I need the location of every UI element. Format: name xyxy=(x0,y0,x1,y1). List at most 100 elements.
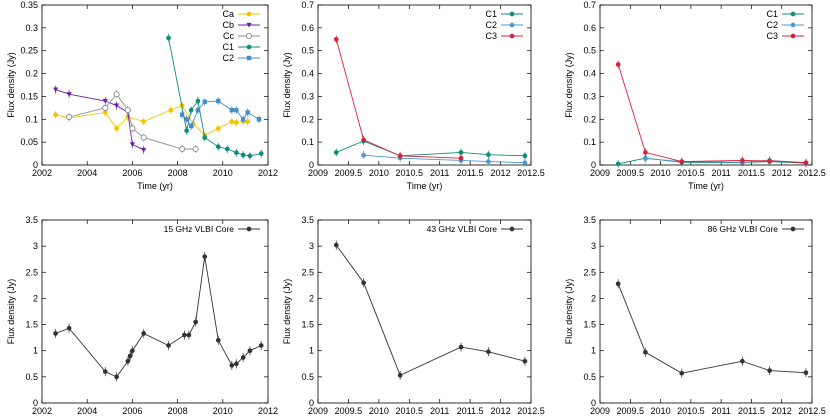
data-point xyxy=(215,144,221,150)
y-tick-label: 0.5 xyxy=(301,46,314,56)
data-point xyxy=(102,110,108,115)
series-c3 xyxy=(615,60,809,167)
data-point xyxy=(397,372,403,378)
series-line xyxy=(336,140,525,157)
y-tick-label: 0.7 xyxy=(301,0,314,10)
x-tick-label: 2012 xyxy=(772,406,792,416)
legend-marker xyxy=(790,22,796,28)
x-tick-label: 2004 xyxy=(77,168,97,178)
data-point xyxy=(767,368,772,373)
legend-marker xyxy=(790,226,796,232)
series-line xyxy=(618,157,806,165)
data-point xyxy=(66,113,73,121)
legend-marker xyxy=(509,33,515,39)
y-tick-label: 0.1 xyxy=(25,114,38,124)
y-tick-label: 3.5 xyxy=(583,215,596,225)
x-tick-label: 2011.5 xyxy=(738,406,765,416)
x-tick-label: 2012 xyxy=(772,168,792,178)
y-tick-label: 0.35 xyxy=(20,0,38,10)
data-point xyxy=(245,119,250,124)
data-point xyxy=(114,126,119,131)
x-tick-label: 2009 xyxy=(590,168,610,178)
x-tick-label: 2009.5 xyxy=(335,406,363,416)
data-point xyxy=(740,358,745,364)
x-tick-label: 2010.5 xyxy=(677,406,705,416)
y-axis-label: Flux density (Jy) xyxy=(282,52,292,118)
legend-marker xyxy=(790,33,796,39)
data-point xyxy=(182,332,187,338)
data-point xyxy=(193,319,199,325)
data-point xyxy=(333,242,339,248)
chart-panel-5: 2009 2009.5 2010 2010.5 2011 2011.5 2012 2012.5… xyxy=(282,215,545,416)
data-point xyxy=(361,152,366,158)
legend-marker xyxy=(246,226,252,232)
x-axis-label: Time (yr) xyxy=(407,181,443,191)
data-point xyxy=(202,99,207,105)
data-point xyxy=(129,125,136,132)
x-tick-label: 2011.5 xyxy=(457,406,484,416)
data-point xyxy=(486,159,491,164)
y-tick-label: 1 xyxy=(591,346,596,356)
data-point xyxy=(124,107,131,114)
legend-marker xyxy=(246,44,252,50)
chart-panel-3: 2009 2009.5 2010 2010.5 2011 2011.5 2012 2012.5… xyxy=(564,0,826,191)
plot-frame xyxy=(599,4,813,166)
y-tick-label: 2 xyxy=(591,293,596,303)
plot-frame xyxy=(599,219,813,404)
y-tick-label: 1 xyxy=(309,346,314,356)
x-tick-label: 2009 xyxy=(308,168,328,178)
data-point xyxy=(803,160,809,166)
data-point xyxy=(740,158,745,163)
data-point xyxy=(102,104,109,111)
x-tick-label: 2008 xyxy=(168,168,188,178)
x-tick-label: 2009.5 xyxy=(617,168,645,178)
legend: 15 GHz VLBI Core xyxy=(164,224,260,234)
x-tick-label: 2010 xyxy=(651,406,671,416)
data-point xyxy=(188,107,194,113)
data-point xyxy=(179,112,185,117)
series-line xyxy=(55,256,262,378)
y-tick-label: 2.5 xyxy=(583,267,596,277)
y-axis-label: Flux density (Jy) xyxy=(6,279,16,345)
data-point xyxy=(113,91,120,98)
series-cc xyxy=(66,90,199,153)
x-tick-label: 2012.5 xyxy=(798,168,826,178)
legend-label: C1 xyxy=(485,9,497,19)
series-cb xyxy=(52,85,147,154)
plot-frame xyxy=(41,4,269,166)
data-point xyxy=(229,119,235,124)
y-tick-label: 0.2 xyxy=(583,114,596,124)
data-point xyxy=(53,331,58,336)
series-c1 xyxy=(166,33,264,160)
data-point xyxy=(234,120,239,125)
legend-label: C1 xyxy=(766,9,778,19)
y-tick-label: 3.5 xyxy=(25,215,38,225)
x-tick-label: 2012.5 xyxy=(517,406,545,416)
data-point xyxy=(643,150,648,155)
data-point xyxy=(179,145,186,153)
legend-label: 43 GHz VLBI Core xyxy=(427,224,498,234)
y-tick-label: 3 xyxy=(33,241,38,251)
legend-label: C1 xyxy=(222,42,234,52)
y-tick-label: 0.2 xyxy=(25,69,38,79)
y-tick-label: 0.3 xyxy=(25,23,38,33)
legend-label: Cc xyxy=(223,31,234,41)
data-point xyxy=(615,62,621,67)
data-point xyxy=(615,161,621,167)
legend-label: C3 xyxy=(485,31,497,41)
data-point xyxy=(216,98,221,104)
x-tick-label: 2010.5 xyxy=(677,168,705,178)
x-tick-label: 2011 xyxy=(430,406,449,416)
data-point xyxy=(168,107,174,113)
legend-marker xyxy=(509,11,515,17)
x-tick-label: 2002 xyxy=(32,406,52,416)
legend-label: C2 xyxy=(222,53,234,63)
data-point xyxy=(129,142,135,148)
data-point xyxy=(229,107,235,113)
data-point xyxy=(141,119,147,124)
y-tick-label: 0.1 xyxy=(301,137,314,147)
data-point xyxy=(258,343,264,348)
data-point xyxy=(192,145,199,153)
y-tick-label: 0.15 xyxy=(20,91,38,101)
